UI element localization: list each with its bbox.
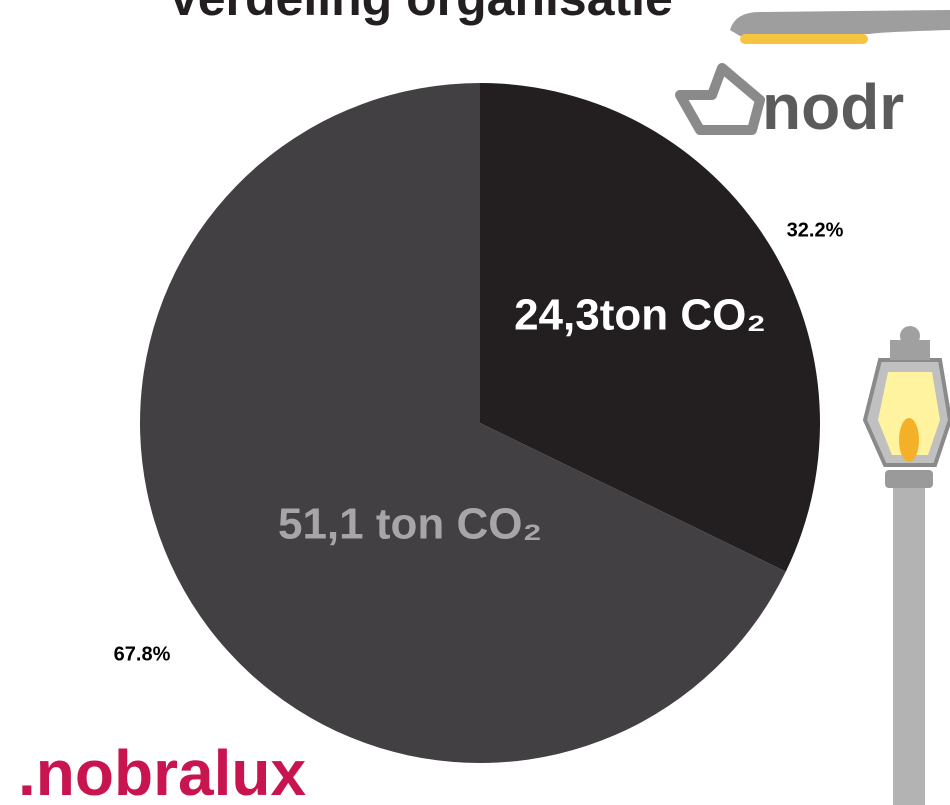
nodr-logo: nodr: [675, 63, 904, 143]
chart-title: Verdeling organisatie: [167, 0, 673, 26]
lamp-post: [862, 326, 950, 805]
value-label: 32.2%: [787, 219, 844, 241]
street-lamp: [730, 10, 950, 44]
slice-label: 51,1 ton CO₂: [278, 500, 542, 549]
logo-text: .nobralux: [18, 737, 306, 805]
pie-slice: [480, 83, 821, 572]
logo-text: nodr: [762, 71, 904, 143]
slice-label: 24,3ton CO₂: [514, 291, 766, 340]
pie: 24,3ton CO₂ 32.2% 51,1 ton CO₂ 67.8%: [114, 83, 844, 763]
pie-slice: [140, 83, 786, 763]
value-label: 67.8%: [114, 643, 171, 665]
